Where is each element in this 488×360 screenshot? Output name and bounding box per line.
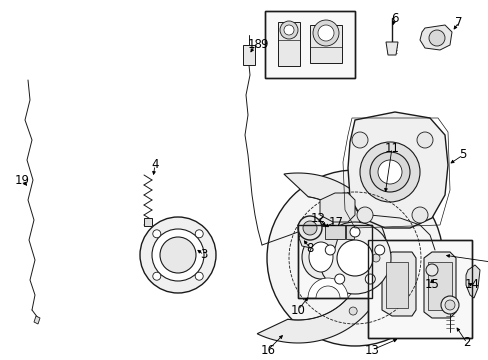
Text: 5: 5	[458, 148, 466, 162]
Circle shape	[318, 222, 390, 294]
Circle shape	[339, 193, 347, 201]
Circle shape	[351, 132, 367, 148]
Text: 16: 16	[260, 343, 275, 356]
Ellipse shape	[342, 251, 360, 274]
Text: 9: 9	[260, 39, 267, 51]
Text: 3: 3	[200, 248, 207, 261]
Circle shape	[411, 207, 427, 223]
Bar	[309, 25, 341, 63]
Circle shape	[356, 207, 372, 223]
Circle shape	[428, 30, 444, 46]
Bar	[297, 225, 371, 298]
Polygon shape	[423, 252, 455, 318]
Circle shape	[349, 227, 359, 237]
Circle shape	[369, 152, 409, 192]
Text: 19: 19	[15, 174, 29, 186]
Text: 12: 12	[310, 211, 325, 225]
Ellipse shape	[336, 244, 366, 280]
Bar	[143, 218, 152, 226]
Polygon shape	[419, 25, 451, 50]
Circle shape	[160, 237, 196, 273]
Text: 13: 13	[364, 343, 379, 356]
Circle shape	[359, 142, 419, 202]
Wedge shape	[307, 278, 347, 298]
Polygon shape	[347, 112, 447, 228]
Text: 14: 14	[464, 279, 479, 292]
Polygon shape	[34, 316, 40, 324]
Circle shape	[195, 272, 203, 280]
Bar	[325, 225, 345, 239]
Circle shape	[336, 240, 372, 276]
Circle shape	[371, 254, 379, 262]
Circle shape	[152, 229, 203, 281]
Bar	[264, 11, 354, 78]
Bar	[367, 240, 471, 338]
Circle shape	[284, 25, 293, 35]
Bar	[243, 45, 254, 65]
Circle shape	[425, 264, 437, 276]
Text: 17: 17	[328, 216, 343, 229]
Circle shape	[140, 217, 216, 293]
Polygon shape	[298, 226, 337, 250]
Text: 6: 6	[390, 12, 398, 24]
Circle shape	[334, 274, 344, 284]
Text: 8: 8	[305, 242, 313, 255]
Polygon shape	[385, 262, 407, 308]
Ellipse shape	[308, 242, 332, 272]
Text: 11: 11	[384, 141, 399, 154]
Circle shape	[303, 221, 316, 235]
Circle shape	[374, 245, 384, 255]
Circle shape	[317, 25, 333, 41]
Bar	[264, 11, 354, 78]
Circle shape	[416, 132, 432, 148]
Circle shape	[152, 272, 161, 280]
Polygon shape	[257, 173, 387, 343]
Ellipse shape	[302, 235, 339, 279]
Circle shape	[444, 300, 454, 310]
Circle shape	[365, 274, 374, 284]
Bar	[367, 240, 471, 338]
Text: 2: 2	[462, 337, 470, 350]
Circle shape	[312, 20, 338, 46]
Polygon shape	[465, 265, 479, 298]
Polygon shape	[319, 193, 354, 222]
Polygon shape	[385, 42, 397, 55]
Polygon shape	[427, 262, 451, 310]
Circle shape	[152, 230, 161, 238]
Polygon shape	[381, 252, 415, 316]
Circle shape	[297, 216, 321, 240]
Circle shape	[325, 245, 335, 255]
Text: 7: 7	[454, 15, 462, 28]
Text: 10: 10	[290, 303, 305, 316]
Bar	[297, 225, 371, 298]
Text: 15: 15	[424, 279, 439, 292]
Text: 4: 4	[151, 158, 159, 171]
Circle shape	[266, 170, 442, 346]
Bar	[278, 22, 299, 66]
Bar	[346, 225, 353, 239]
Circle shape	[195, 230, 203, 238]
Polygon shape	[317, 208, 359, 248]
Circle shape	[440, 296, 458, 314]
Circle shape	[377, 160, 401, 184]
Text: 18: 18	[247, 39, 262, 51]
Circle shape	[348, 307, 356, 315]
Circle shape	[280, 21, 297, 39]
